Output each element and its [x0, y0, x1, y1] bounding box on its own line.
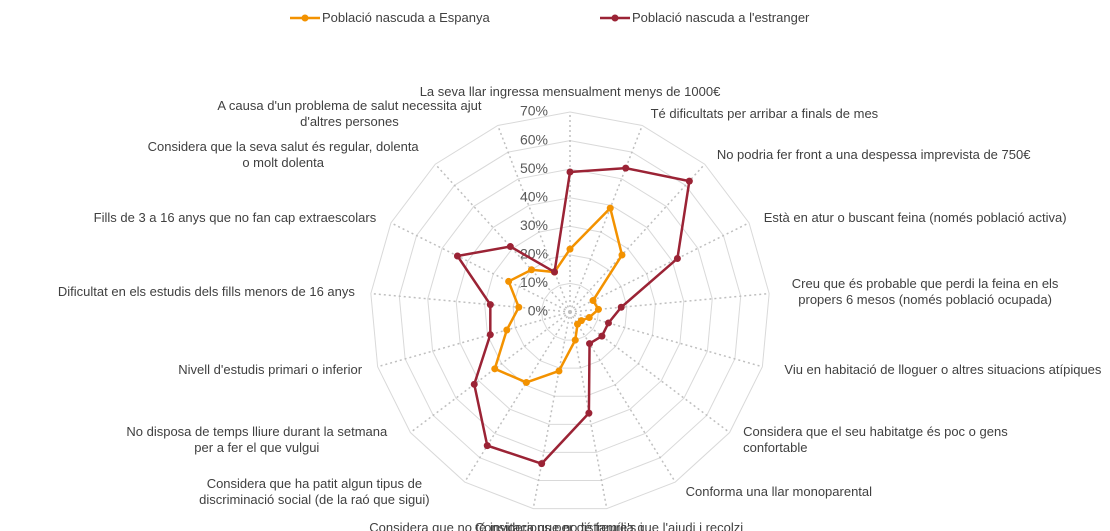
series-line — [493, 205, 624, 384]
data-point — [528, 266, 536, 274]
legend-label: Població nascuda a Espanya — [322, 10, 490, 25]
data-point — [503, 326, 511, 334]
data-point — [589, 297, 597, 305]
spoke — [464, 311, 571, 483]
category-label: La seva llar ingressa mensualment menys … — [419, 84, 721, 99]
data-point — [598, 332, 606, 340]
category-label: No podria fer front a una despessa impre… — [716, 147, 1031, 163]
category-label: A causa d'un problema de salut necessita… — [217, 98, 482, 130]
spoke — [569, 311, 763, 368]
grid-ring — [427, 168, 713, 453]
data-point — [571, 336, 579, 344]
legend-item: Població nascuda a Espanya — [290, 10, 490, 25]
r-tick-label: 0% — [528, 303, 548, 319]
spoke — [370, 292, 571, 313]
data-point — [506, 243, 514, 251]
spoke — [569, 163, 706, 313]
data-point — [673, 255, 681, 263]
category-label: Considera que el seu habitatge és poc o … — [743, 423, 1008, 455]
data-point — [551, 268, 559, 276]
data-point — [566, 245, 574, 253]
data-point — [604, 319, 612, 327]
r-tick-label: 10% — [520, 274, 548, 290]
legend-swatch — [600, 14, 630, 21]
data-point — [617, 303, 625, 311]
r-tick-label: 60% — [520, 131, 548, 147]
data-point — [585, 313, 593, 321]
category-label: Considera que ha patit algun tipus de di… — [199, 476, 430, 508]
spoke — [569, 311, 731, 434]
data-point — [505, 277, 513, 285]
data-point — [453, 252, 461, 260]
category-label: Considera que la seva salut és regular, … — [147, 139, 419, 171]
spoke — [532, 311, 571, 509]
grid-ring — [398, 140, 742, 482]
category-label: Considera que no té invitacions per dist… — [369, 520, 643, 531]
series-line — [455, 166, 691, 466]
r-tick-label: 70% — [520, 103, 548, 119]
data-point — [594, 305, 602, 313]
spoke — [569, 311, 676, 483]
data-point — [574, 320, 582, 328]
category-label: Viu en habitació de lloguer o altres sit… — [784, 362, 1102, 378]
category-label: Dificultat en els estudis dels fills men… — [57, 284, 355, 300]
r-tick-label: 30% — [520, 217, 548, 233]
spoke — [390, 222, 571, 313]
legend-item: Població nascuda a l'estranger — [600, 10, 809, 25]
data-point — [566, 168, 574, 176]
legend-dot — [301, 14, 309, 21]
grid-ring — [370, 111, 770, 510]
legend-label: Població nascuda a l'estranger — [632, 10, 810, 25]
data-point — [491, 365, 499, 373]
data-point — [515, 303, 523, 311]
category-label: Nivell d'estudis primari o inferior — [178, 362, 363, 378]
category-label: Fills de 3 a 16 anys que no fan cap extr… — [93, 209, 377, 225]
spoke — [569, 292, 770, 313]
data-point — [470, 380, 478, 388]
data-point — [555, 367, 563, 375]
category-label: No disposa de temps lliure durant la set… — [126, 423, 388, 455]
data-point — [522, 378, 530, 386]
spoke — [497, 125, 571, 313]
data-point — [618, 251, 626, 259]
category-label: Està en atur o buscant feina (només pobl… — [763, 209, 1067, 225]
grid-ring — [484, 225, 656, 397]
category-label: Considera que no té família que l'ajudi … — [474, 520, 744, 531]
data-point — [586, 340, 594, 348]
data-point — [622, 164, 630, 172]
r-tick-label: 50% — [520, 160, 548, 176]
spoke — [434, 163, 571, 313]
legend-swatch — [290, 14, 320, 21]
data-point — [606, 204, 614, 212]
data-point — [483, 442, 491, 450]
data-point — [685, 177, 693, 185]
grid-ring — [455, 197, 685, 425]
data-point — [585, 409, 593, 417]
spoke — [377, 311, 571, 368]
r-tick-label: 40% — [520, 188, 548, 204]
data-point — [486, 331, 494, 339]
spoke — [409, 311, 571, 434]
grid-ring — [512, 254, 628, 369]
category-label: Conforma una llar monoparental — [685, 484, 873, 500]
legend-dot — [611, 14, 619, 21]
spoke — [569, 222, 750, 313]
data-point — [486, 301, 494, 309]
data-point — [538, 460, 546, 468]
category-label: Té dificultats per arribar a finals de m… — [650, 106, 879, 122]
spoke — [569, 125, 643, 313]
category-label: Creu que és probable que perdi la feina … — [791, 276, 1059, 308]
